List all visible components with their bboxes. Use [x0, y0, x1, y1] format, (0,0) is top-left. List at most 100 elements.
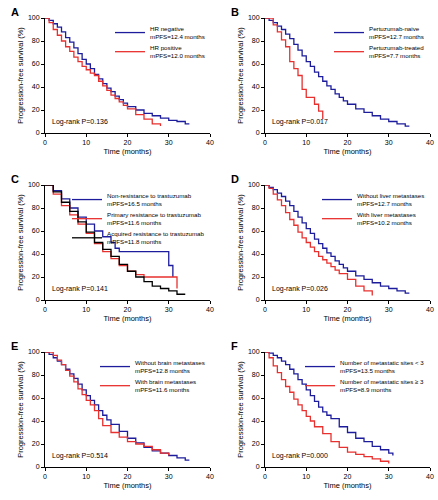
- svg-text:Progression-free survival (%): Progression-free survival (%): [16, 194, 25, 291]
- svg-text:Time (months): Time (months): [323, 314, 372, 323]
- svg-text:60: 60: [252, 394, 260, 401]
- svg-text:10: 10: [82, 139, 90, 146]
- svg-text:80: 80: [32, 37, 40, 44]
- svg-text:30: 30: [385, 139, 393, 146]
- svg-text:30: 30: [385, 473, 393, 480]
- svg-text:HR negativemPFS=12.4 months: HR negativemPFS=12.4 months: [150, 25, 205, 40]
- svg-text:HR positivemPFS=12.0 months: HR positivemPFS=12.0 months: [150, 44, 205, 59]
- svg-text:Progression-free survival (%): Progression-free survival (%): [236, 194, 245, 291]
- svg-text:40: 40: [252, 250, 260, 257]
- svg-text:10: 10: [302, 306, 310, 313]
- svg-text:60: 60: [252, 60, 260, 67]
- svg-text:100: 100: [248, 348, 260, 355]
- svg-text:80: 80: [252, 371, 260, 378]
- svg-text:30: 30: [165, 473, 173, 480]
- svg-text:E: E: [11, 340, 18, 352]
- svg-text:100: 100: [28, 14, 40, 21]
- svg-text:Number of metastatic sites ≥ 3: Number of metastatic sites ≥ 3mPFS=8.9 m…: [340, 378, 424, 393]
- svg-text:0: 0: [36, 296, 40, 303]
- svg-text:B: B: [231, 6, 239, 18]
- svg-text:20: 20: [124, 139, 132, 146]
- svg-text:Progression-free survival (%): Progression-free survival (%): [236, 27, 245, 124]
- svg-text:F: F: [231, 340, 238, 352]
- svg-text:20: 20: [252, 106, 260, 113]
- svg-text:40: 40: [426, 306, 434, 313]
- svg-text:60: 60: [32, 394, 40, 401]
- svg-text:20: 20: [32, 273, 40, 280]
- svg-text:Time (months): Time (months): [323, 147, 372, 156]
- svg-text:0: 0: [263, 139, 267, 146]
- svg-text:Pertuzumab-naivemPFS=12.7 mont: Pertuzumab-naivemPFS=12.7 months: [369, 25, 424, 40]
- svg-text:Log-rank P=0.000: Log-rank P=0.000: [272, 452, 328, 460]
- svg-text:10: 10: [302, 139, 310, 146]
- svg-text:40: 40: [32, 417, 40, 424]
- svg-text:A: A: [11, 6, 19, 18]
- svg-text:Log-rank P=0.141: Log-rank P=0.141: [52, 285, 108, 293]
- svg-text:20: 20: [252, 273, 260, 280]
- svg-text:20: 20: [32, 106, 40, 113]
- svg-text:0: 0: [263, 473, 267, 480]
- svg-text:Pertuzumab-treatedmPFS=7.7 mon: Pertuzumab-treatedmPFS=7.7 months: [369, 44, 424, 59]
- svg-text:With liver metastasesmPFS=10.2: With liver metastasesmPFS=10.2 months: [357, 211, 416, 226]
- svg-text:40: 40: [32, 83, 40, 90]
- svg-text:20: 20: [344, 139, 352, 146]
- svg-text:40: 40: [426, 473, 434, 480]
- svg-text:100: 100: [28, 348, 40, 355]
- svg-text:60: 60: [32, 227, 40, 234]
- svg-text:Progression-free survival (%): Progression-free survival (%): [16, 27, 25, 124]
- svg-text:40: 40: [426, 139, 434, 146]
- svg-text:0: 0: [256, 129, 260, 136]
- svg-text:20: 20: [344, 473, 352, 480]
- svg-text:80: 80: [252, 37, 260, 44]
- svg-text:Acquired resistance to trastuz: Acquired resistance to trastuzumabmPFS=1…: [107, 230, 205, 245]
- svg-text:0: 0: [36, 129, 40, 136]
- svg-text:60: 60: [32, 60, 40, 67]
- svg-text:0: 0: [256, 296, 260, 303]
- svg-text:40: 40: [32, 250, 40, 257]
- svg-text:Progression-free survival (%): Progression-free survival (%): [16, 361, 25, 458]
- svg-text:C: C: [11, 173, 19, 185]
- svg-text:40: 40: [252, 83, 260, 90]
- svg-text:40: 40: [252, 417, 260, 424]
- svg-text:Without liver metastasesmPFS=1: Without liver metastasesmPFS=12.7 months: [357, 192, 424, 207]
- svg-text:0: 0: [256, 463, 260, 470]
- svg-text:0: 0: [43, 473, 47, 480]
- svg-text:20: 20: [344, 306, 352, 313]
- svg-text:Number of metastatic sites < 3: Number of metastatic sites < 3mPFS=13.5 …: [340, 359, 424, 374]
- svg-text:Log-rank P=0.026: Log-rank P=0.026: [272, 285, 328, 293]
- svg-text:Primary resistance to trastuzu: Primary resistance to trastuzumabmPFS=11…: [107, 211, 201, 226]
- svg-text:0: 0: [43, 306, 47, 313]
- svg-text:0: 0: [43, 139, 47, 146]
- svg-text:Time (months): Time (months): [103, 147, 152, 156]
- svg-text:Time (months): Time (months): [103, 314, 152, 323]
- svg-text:20: 20: [252, 440, 260, 447]
- svg-text:40: 40: [206, 139, 214, 146]
- svg-text:Non-resistance to trastuzumabm: Non-resistance to trastuzumabmPFS=16.5 m…: [107, 192, 192, 207]
- svg-text:30: 30: [385, 306, 393, 313]
- svg-text:40: 40: [206, 473, 214, 480]
- svg-text:40: 40: [206, 306, 214, 313]
- svg-text:20: 20: [32, 440, 40, 447]
- svg-text:80: 80: [252, 204, 260, 211]
- svg-text:Log-rank P=0.136: Log-rank P=0.136: [52, 118, 108, 126]
- svg-text:Log-rank P=0.017: Log-rank P=0.017: [272, 118, 328, 126]
- svg-text:Log-rank P=0.514: Log-rank P=0.514: [52, 452, 108, 460]
- svg-text:With brain metastasesmPFS=11.6: With brain metastasesmPFS=11.6 months: [135, 378, 196, 393]
- svg-text:30: 30: [165, 139, 173, 146]
- svg-text:0: 0: [36, 463, 40, 470]
- svg-text:80: 80: [32, 204, 40, 211]
- svg-text:100: 100: [28, 181, 40, 188]
- svg-text:0: 0: [263, 306, 267, 313]
- svg-text:10: 10: [82, 306, 90, 313]
- svg-text:100: 100: [248, 14, 260, 21]
- svg-text:30: 30: [165, 306, 173, 313]
- svg-text:10: 10: [302, 473, 310, 480]
- svg-text:Time (months): Time (months): [103, 481, 152, 490]
- svg-text:20: 20: [124, 306, 132, 313]
- svg-text:Without brain metastasesmPFS=1: Without brain metastasesmPFS=12.8 months: [135, 359, 205, 374]
- svg-text:Progression-free survival (%): Progression-free survival (%): [236, 361, 245, 458]
- svg-text:10: 10: [82, 473, 90, 480]
- svg-text:80: 80: [32, 371, 40, 378]
- svg-text:100: 100: [248, 181, 260, 188]
- svg-text:D: D: [231, 173, 239, 185]
